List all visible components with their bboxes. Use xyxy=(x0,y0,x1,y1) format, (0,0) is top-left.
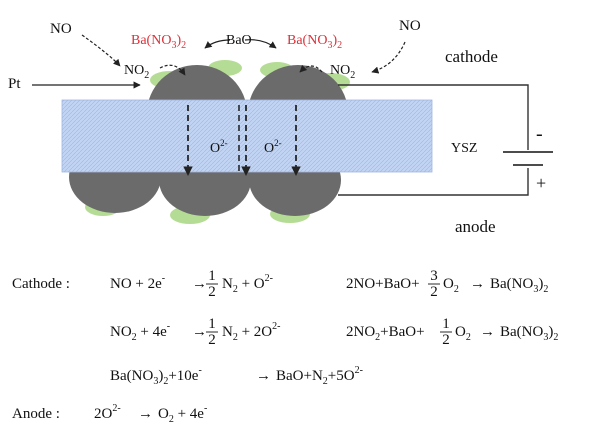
svg-text:2: 2 xyxy=(442,332,450,348)
reaction-equations: Cathode : NO + 2e- → 1 2 N2 + O2- 2NO+Ba… xyxy=(12,268,558,425)
ysz-label: YSZ xyxy=(451,141,477,156)
anode-wire xyxy=(338,168,529,196)
battery-minus: - xyxy=(536,123,543,145)
svg-text:→: → xyxy=(256,368,271,384)
svg-text:2NO+BaO+: 2NO+BaO+ xyxy=(346,276,420,292)
svg-text:N2 + O2-: N2 + O2- xyxy=(222,273,273,295)
bao-label: BaO xyxy=(226,33,252,48)
svg-text:→: → xyxy=(480,324,495,340)
no2-label-left: NO2 xyxy=(124,63,149,81)
no2-label-right: NO2 xyxy=(330,63,355,81)
o-ion-label-right: O2- xyxy=(264,138,282,156)
bao-right-arrow xyxy=(244,39,277,49)
no-label-right: NO xyxy=(399,18,421,34)
svg-text:→: → xyxy=(138,406,153,422)
eq-bao-no2-storage: 2NO2+BaO+ 1 2 O2 → Ba(NO3)2 xyxy=(346,316,558,348)
svg-text:O2: O2 xyxy=(443,276,459,295)
svg-text:BaO+N2+5O2-: BaO+N2+5O2- xyxy=(276,365,363,387)
svg-text:O2: O2 xyxy=(455,324,471,343)
pt-label: Pt xyxy=(8,76,21,92)
svg-text:2: 2 xyxy=(208,284,216,300)
svg-text:O2 + 4e-: O2 + 4e- xyxy=(158,403,207,425)
battery-plus: + xyxy=(536,173,546,193)
eq-no2-reduction: NO2 + 4e- → 1 2 N2 + 2O2- xyxy=(110,316,280,348)
svg-text:Ba(NO3)2+10e-: Ba(NO3)2+10e- xyxy=(110,365,202,387)
svg-text:N2 + 2O2-: N2 + 2O2- xyxy=(222,321,280,343)
cathode-wire xyxy=(338,84,529,150)
cathode-heading: Cathode : xyxy=(12,276,70,292)
svg-text:1: 1 xyxy=(208,316,216,332)
eq-anode-oxidation: 2O2- → O2 + 4e- xyxy=(94,403,207,425)
svg-text:NO + 2e-: NO + 2e- xyxy=(110,273,165,292)
no2-right-arrow xyxy=(299,64,323,73)
svg-text:→: → xyxy=(192,276,207,292)
eq-no-reduction: NO + 2e- → 1 2 N2 + O2- xyxy=(110,268,273,300)
cathode-label: cathode xyxy=(445,47,498,66)
svg-text:2O2-: 2O2- xyxy=(94,403,121,422)
svg-text:Ba(NO3)2: Ba(NO3)2 xyxy=(500,324,558,343)
svg-text:Ba(NO3)2: Ba(NO3)2 xyxy=(490,276,548,295)
eq-nitrate-reduction: Ba(NO3)2+10e- → BaO+N2+5O2- xyxy=(110,365,363,387)
svg-text:2: 2 xyxy=(208,332,216,348)
sensor-diagram: NO NO2 Ba(NO3)2 BaO Ba(NO3)2 NO NO2 Pt c… xyxy=(8,18,553,236)
svg-text:NO2 + 4e-: NO2 + 4e- xyxy=(110,321,170,343)
svg-text:3: 3 xyxy=(430,268,438,284)
svg-text:2NO2+BaO+: 2NO2+BaO+ xyxy=(346,324,425,343)
bano3-label-right: Ba(NO3)2 xyxy=(287,33,342,51)
svg-text:→: → xyxy=(192,324,207,340)
svg-text:→: → xyxy=(470,276,485,292)
no-right-arrow xyxy=(371,41,406,74)
no-left-arrow xyxy=(81,34,121,67)
svg-text:1: 1 xyxy=(442,316,450,332)
no-label-left: NO xyxy=(50,21,72,37)
ysz-electrolyte xyxy=(61,99,433,173)
anode-heading: Anode : xyxy=(12,406,60,422)
eq-bao-no-storage: 2NO+BaO+ 3 2 O2 → Ba(NO3)2 xyxy=(346,268,548,300)
anode-label: anode xyxy=(455,217,496,236)
svg-text:1: 1 xyxy=(208,268,216,284)
no2-left-arrow xyxy=(159,64,186,76)
o-ion-label-left: O2- xyxy=(210,138,228,156)
bao-left-arrow xyxy=(204,39,231,49)
svg-text:2: 2 xyxy=(430,284,438,300)
bano3-label-left: Ba(NO3)2 xyxy=(131,33,186,51)
